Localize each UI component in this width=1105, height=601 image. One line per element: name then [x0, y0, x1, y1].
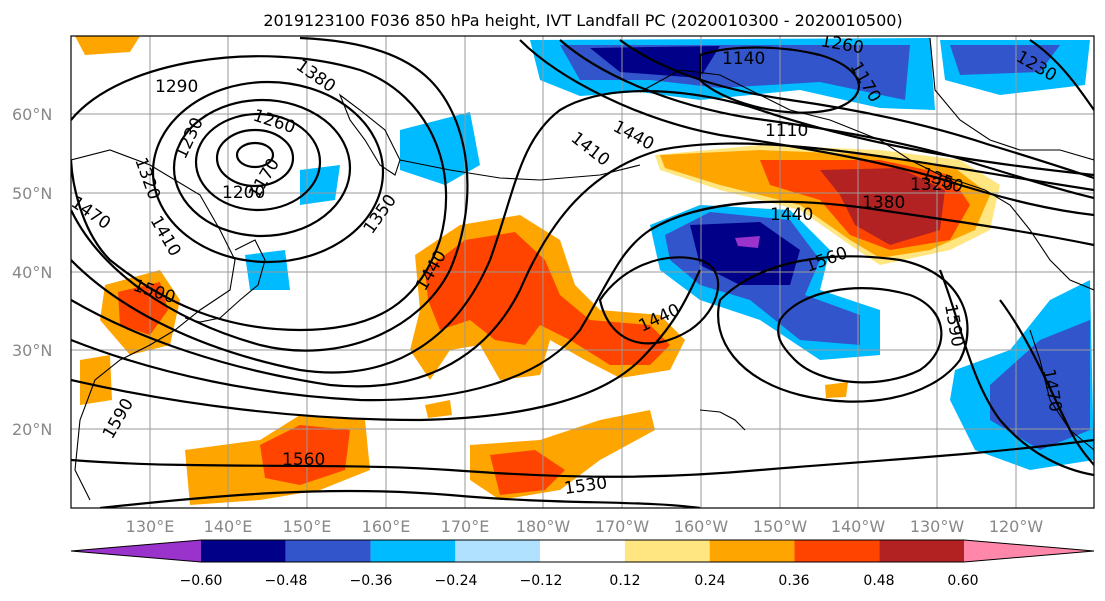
coastline-north-america: [929, 37, 1094, 161]
contour-label: 1380: [862, 193, 905, 213]
colorbar-ticks: −0.60 −0.48 −0.36 −0.24 −0.12 0.12 0.24 …: [180, 573, 979, 589]
colorbar-tick-label: −0.60: [180, 573, 223, 589]
height-contour: [999, 299, 1094, 466]
height-contour: [151, 80, 385, 264]
height-contour: [71, 36, 469, 352]
height-contour: [598, 256, 720, 345]
contour-label: 1440: [770, 205, 813, 225]
lat-label: 60°N: [12, 105, 52, 124]
map-title: 2019123100 F036 850 hPa height, IVT Land…: [263, 11, 902, 30]
colorbar-tick-label: −0.24: [435, 573, 478, 589]
colorbar-swatch: [201, 540, 286, 562]
colorbar-tick-label: 0.12: [609, 573, 640, 589]
positive-anomaly-region: [260, 425, 350, 485]
coastline-hawaii: [699, 409, 746, 431]
contour-label: 1260: [819, 31, 865, 58]
lon-label: 150°E: [283, 517, 332, 536]
lon-label: 120°W: [989, 517, 1044, 536]
colorbar-swatch: [455, 540, 541, 562]
lat-label: 30°N: [12, 341, 52, 360]
colorbar-swatch: [285, 540, 371, 562]
contour-label: 1200: [222, 183, 265, 203]
height-contour: [235, 141, 275, 169]
colorbar-swatch: [71, 540, 201, 562]
height-contour: [71, 55, 448, 332]
lon-label: 160°W: [674, 517, 729, 536]
map-area: 1290 1380 1260 1230 1320 1200 1170 1470 …: [71, 31, 1094, 508]
positive-anomaly-region: [490, 450, 565, 495]
positive-anomaly-region: [75, 36, 140, 55]
lon-label: 160°E: [362, 517, 411, 536]
contour-label: 1290: [155, 77, 198, 97]
negative-anomaly-region: [950, 45, 1060, 75]
height-contour: [1029, 39, 1094, 111]
colorbar-tick-label: 0.24: [694, 573, 725, 589]
height-contour: [71, 200, 1094, 402]
colorbar-tick-label: −0.36: [350, 573, 393, 589]
positive-anomaly-region: [425, 232, 670, 365]
contour-label: 1140: [722, 49, 765, 69]
height-contour: [172, 98, 352, 238]
height-contour: [777, 287, 943, 384]
positive-anomaly-region: [820, 168, 945, 245]
longitude-labels: 130°E 140°E 150°E 160°E 170°E 180°W 170°…: [126, 517, 1044, 536]
lon-label: 150°W: [753, 517, 808, 536]
height-contour: [938, 269, 1094, 477]
lat-label: 40°N: [12, 263, 52, 282]
height-contour: [71, 438, 1094, 478]
positive-anomaly-region: [80, 355, 112, 405]
height-contour: [717, 255, 969, 403]
colorbar-swatch: [794, 540, 880, 562]
negative-anomaly-region: [300, 165, 340, 205]
colorbar-tick-label: 0.60: [947, 573, 978, 589]
height-contour: [194, 112, 322, 212]
height-contour: [99, 489, 701, 508]
lon-label: 140°E: [204, 517, 253, 536]
lon-label: 130°W: [910, 517, 965, 536]
colorbar-swatch: [540, 540, 625, 562]
colorbar: [70, 539, 1095, 563]
height-contour: [619, 39, 1094, 180]
lon-label: 130°E: [126, 517, 175, 536]
colorbar-tick-label: 0.36: [778, 573, 809, 589]
lon-label: 140°W: [831, 517, 886, 536]
contour-label: 1110: [765, 121, 808, 141]
colorbar-swatch: [624, 540, 710, 562]
height-contour: [71, 142, 1094, 388]
lon-label: 170°W: [595, 517, 650, 536]
positive-anomaly-region: [425, 400, 452, 418]
colorbar-tick-label: 0.48: [863, 573, 894, 589]
height-contour: [71, 269, 701, 422]
negative-anomaly-region: [735, 236, 760, 248]
lat-label: 50°N: [12, 184, 52, 203]
height-contour: [698, 46, 860, 114]
coastline-west-coast: [1029, 329, 1094, 451]
graticule: [71, 36, 1094, 508]
colorbar-swatch: [964, 540, 1094, 562]
colorbar-tick-label: −0.12: [520, 573, 563, 589]
coastline-japan: [184, 239, 266, 323]
latitude-labels: 60°N 50°N 40°N 30°N 20°N: [12, 105, 52, 439]
colorbar-swatch: [879, 540, 964, 562]
height-contours: [71, 36, 1094, 508]
contour-label: 1320: [910, 175, 953, 195]
height-contour: [215, 128, 295, 188]
lon-label: 180°W: [516, 517, 571, 536]
colorbar-outline: [70, 539, 1095, 563]
coastline-kamchatka: [338, 93, 401, 176]
colorbar-tick-label: −0.48: [265, 573, 308, 589]
coastline-asia: [71, 149, 236, 501]
lon-label: 170°E: [441, 517, 490, 536]
lat-label: 20°N: [12, 420, 52, 439]
colorbar-swatch: [709, 540, 795, 562]
negative-anomaly-region: [245, 250, 290, 290]
height-contour: [559, 39, 1094, 200]
positive-anomaly-region: [825, 382, 848, 398]
contour-label: 1560: [282, 450, 325, 470]
colorbar-swatch: [370, 540, 456, 562]
map-frame: [70, 35, 1095, 509]
height-contour: [519, 39, 1094, 217]
